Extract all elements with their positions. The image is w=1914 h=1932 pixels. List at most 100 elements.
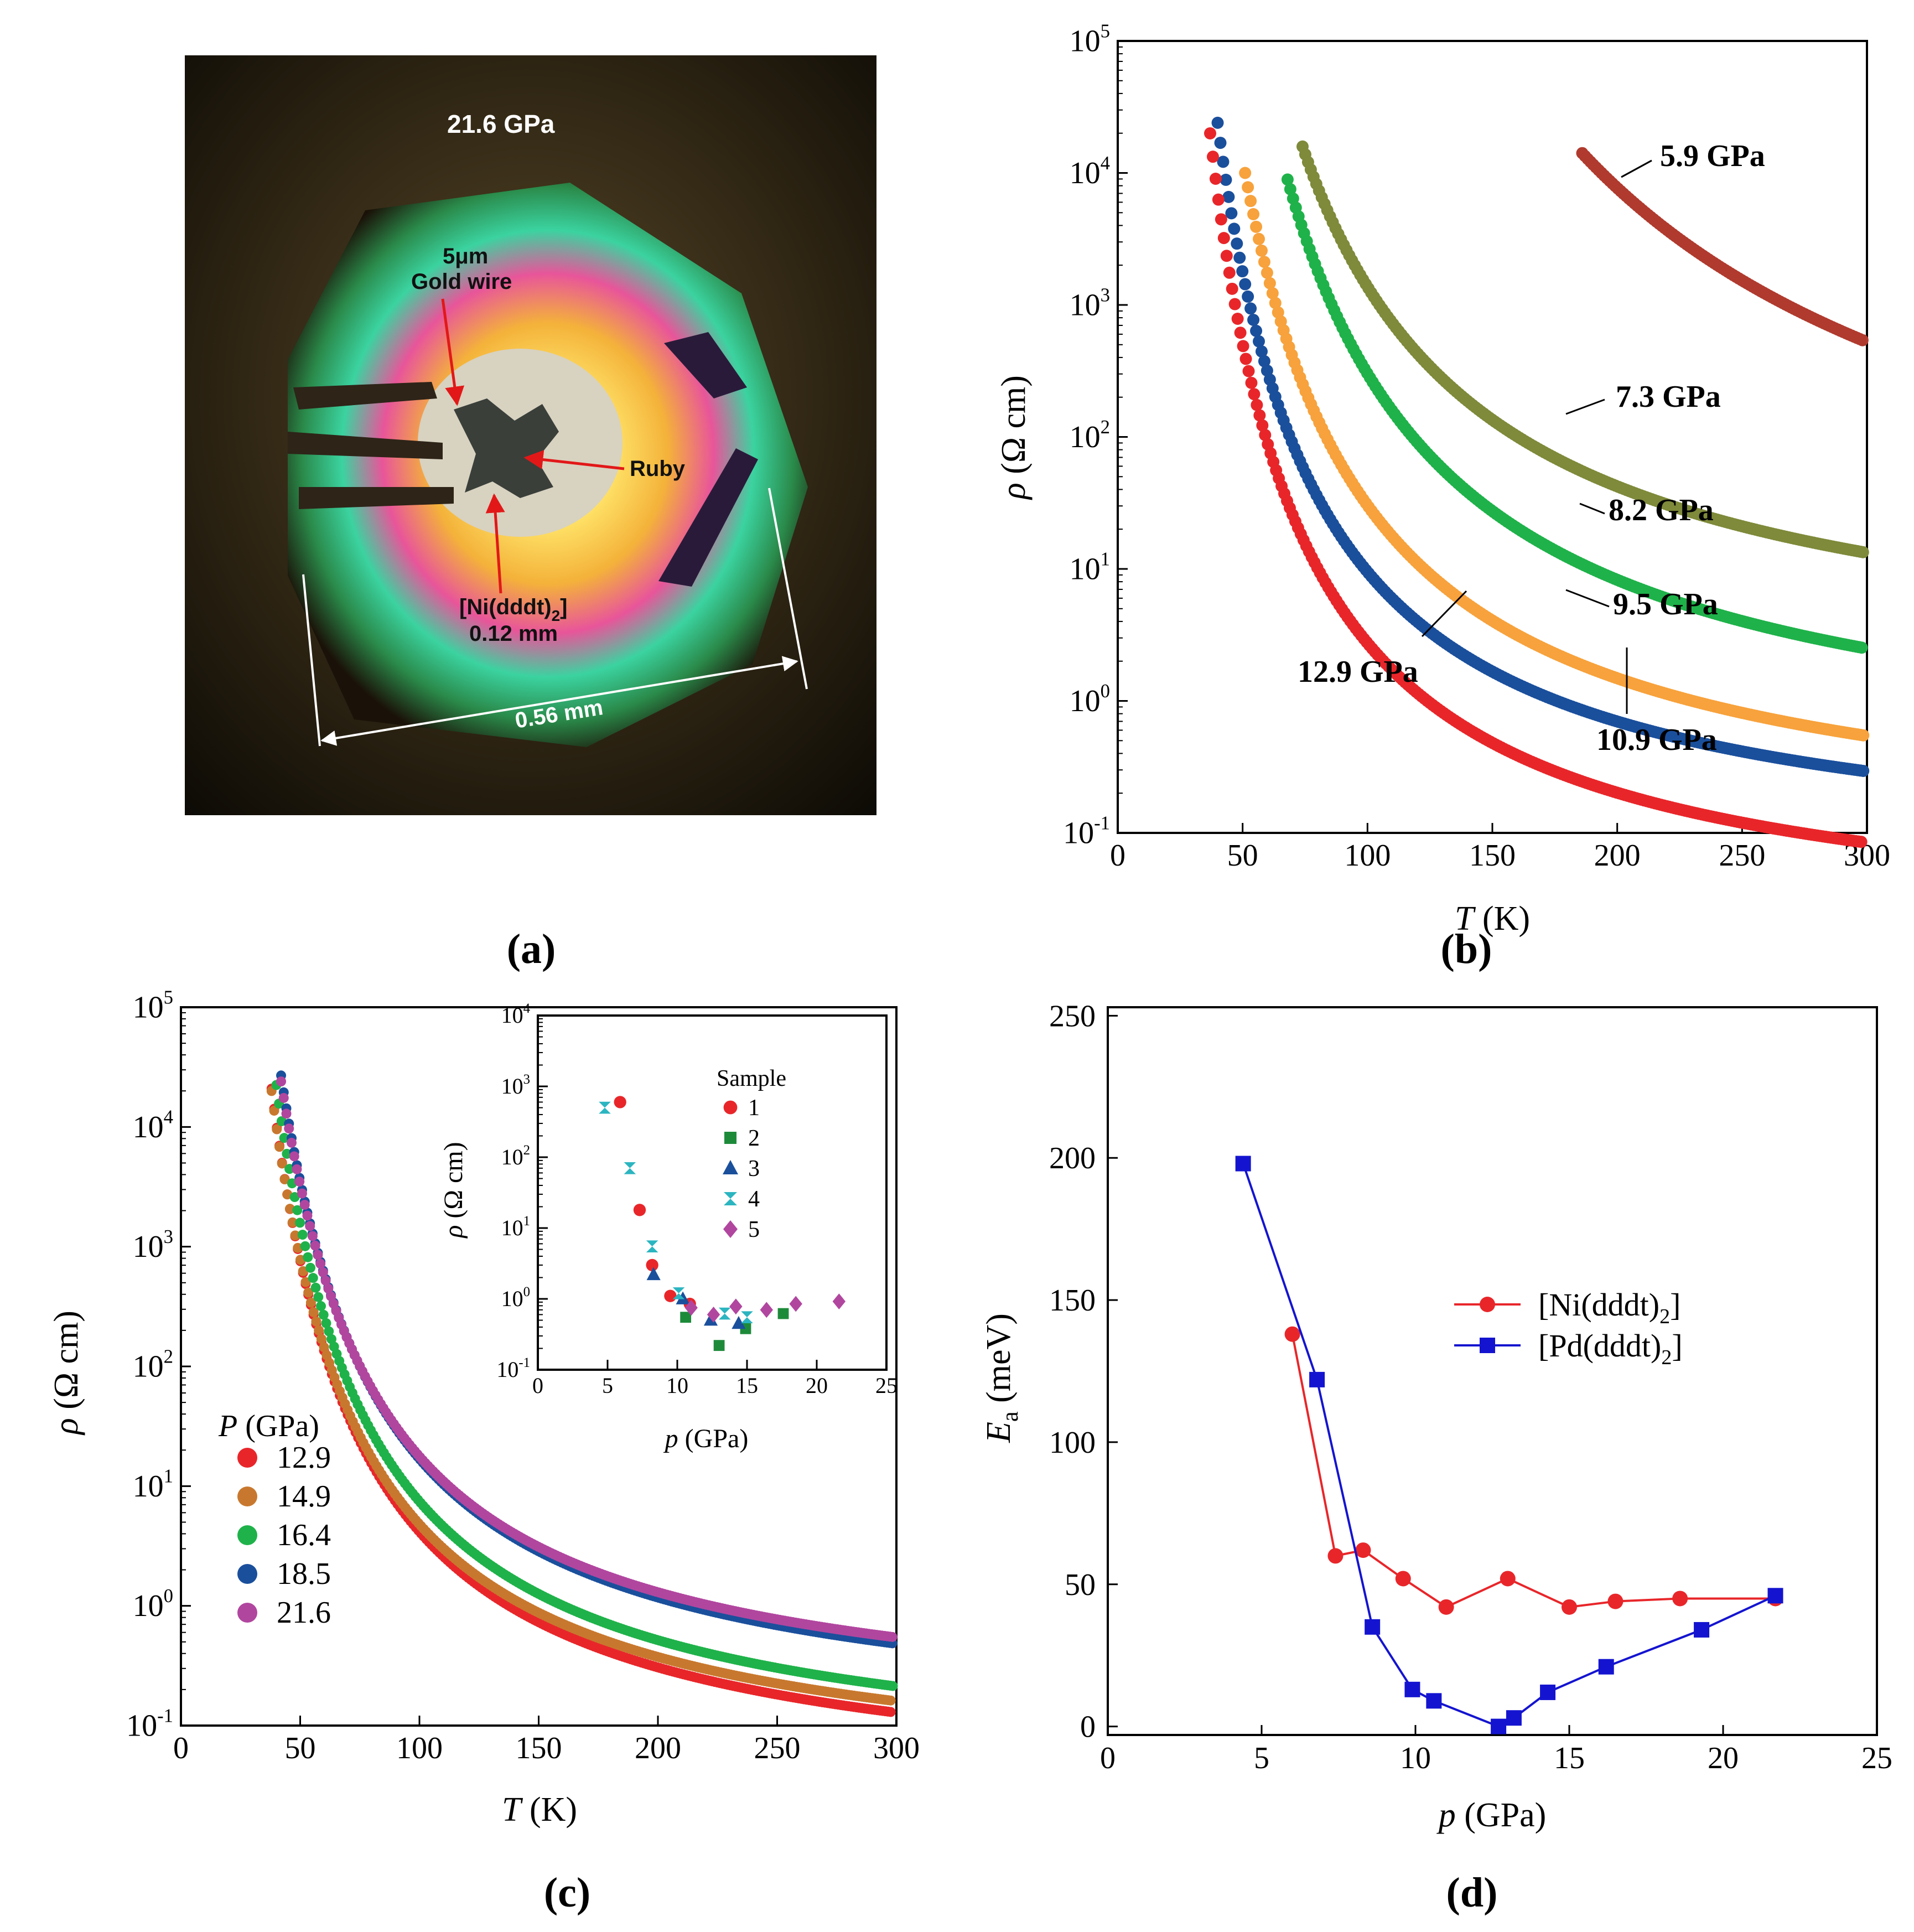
panel-c-inset-legend-marker bbox=[724, 1192, 737, 1205]
panel-b-point-12-9-GPa bbox=[1215, 213, 1227, 226]
panel-b-y-axis-label: ρ (Ω cm) bbox=[995, 375, 1033, 500]
panel-c-inset-point-sample-2 bbox=[680, 1312, 692, 1323]
panel-c-inset-point-sample-1 bbox=[646, 1258, 658, 1272]
panel-d-y-axis-label: Ea (meV) bbox=[980, 1313, 1023, 1443]
panel-c-inset-point-sample-4 bbox=[741, 1311, 753, 1324]
panel-d-point bbox=[1365, 1619, 1381, 1635]
panel-c-inset-legend-marker bbox=[723, 1220, 738, 1238]
gold-wire-lead bbox=[293, 382, 437, 410]
panel-c-point-21-6 bbox=[299, 1199, 310, 1210]
panel-c-point-14-9 bbox=[308, 1307, 319, 1318]
panel-b-x-tick-label: 100 bbox=[1344, 838, 1391, 873]
panel-b-point-10-9-GPa bbox=[1217, 156, 1230, 168]
panel-c-point-21-6 bbox=[307, 1231, 318, 1241]
panel-c-inset-legend-label: 4 bbox=[748, 1187, 760, 1212]
panel-d-point bbox=[1491, 1718, 1507, 1734]
panel-c-point-16-4 bbox=[318, 1309, 329, 1320]
panel-d-point bbox=[1404, 1681, 1420, 1697]
panel-d-point bbox=[1355, 1542, 1371, 1558]
scale-tick-left bbox=[302, 574, 321, 747]
panel-label-c: (c) bbox=[544, 1869, 590, 1916]
panel-c-y-tick-label: 101 bbox=[133, 1465, 173, 1504]
panel-c-point-21-6 bbox=[323, 1283, 334, 1294]
photo-pressure-label: 21.6 GPa bbox=[447, 110, 555, 138]
panel-b-point-10-9-GPa bbox=[1228, 222, 1241, 235]
panel-c-inset-point-sample-2 bbox=[713, 1340, 725, 1351]
panel-c-inset-point-sample-4 bbox=[624, 1162, 636, 1174]
panel-d-x-tick-label: 0 bbox=[1100, 1741, 1116, 1775]
scale-tick-right bbox=[768, 488, 808, 690]
panel-c-y-tick-label: 105 bbox=[133, 986, 173, 1024]
panel-c-inset-legend-label: 2 bbox=[748, 1126, 760, 1151]
panel-c-inset-point-sample-1 bbox=[633, 1204, 646, 1216]
sample-size-label: 0.12 mm bbox=[469, 621, 558, 646]
panel-c-point-14-9 bbox=[303, 1287, 314, 1298]
panel-c-inset-legend-label: 1 bbox=[748, 1095, 760, 1121]
panel-b-point-12-9-GPa bbox=[1253, 409, 1266, 422]
panel-b-point-9-5-GPa bbox=[1857, 729, 1870, 742]
gold-wire-lead bbox=[658, 448, 758, 587]
panel-c-inset-point-sample-1 bbox=[614, 1096, 626, 1109]
panel-d-point bbox=[1540, 1684, 1556, 1700]
panel-c-inset-y-tick-label: 104 bbox=[501, 1001, 531, 1028]
panel-c-inset-point-sample-4 bbox=[646, 1240, 658, 1253]
gold-wire-arrow bbox=[441, 298, 465, 406]
panel-c-inset-y-tick-label: 100 bbox=[501, 1284, 530, 1311]
panel-c-legend-label: 12.9 bbox=[277, 1441, 331, 1475]
panel-b-x-tick-label: 150 bbox=[1469, 838, 1516, 873]
panel-c-point-16-4 bbox=[888, 1681, 898, 1691]
panel-c-legend-marker bbox=[237, 1603, 257, 1623]
panel-c-x-tick-label: 250 bbox=[754, 1731, 801, 1765]
panel-c-point-16-4 bbox=[292, 1205, 303, 1215]
panel-d-chart: 0 5 10 15 20 25050100150200250[Ni(dddt)2][Pd(… bbox=[980, 999, 1892, 1916]
panel-b-y-tick-label: 103 bbox=[1070, 284, 1110, 322]
panel-b-point-12-9-GPa bbox=[1234, 327, 1247, 339]
panel-c-point-14-9 bbox=[290, 1230, 300, 1241]
panel-c-point-21-6 bbox=[297, 1188, 307, 1199]
panel-b-point-12-9-GPa bbox=[1223, 266, 1236, 279]
panel-b-point-9-5-GPa bbox=[1269, 297, 1282, 309]
gold-wire-label: Gold wire bbox=[411, 270, 512, 294]
panel-c-inset-legend-label: 3 bbox=[748, 1156, 760, 1182]
panel-label-d: (d) bbox=[1446, 1869, 1498, 1916]
panel-c-point-14-9 bbox=[298, 1266, 308, 1276]
panel-d-y-tick-label: 0 bbox=[1080, 1710, 1096, 1744]
panel-b-point-12-9-GPa bbox=[1204, 127, 1216, 139]
panel-c-point-21-6 bbox=[286, 1137, 297, 1148]
panel-d-point bbox=[1395, 1571, 1411, 1587]
panel-c-inset-point-sample-5 bbox=[832, 1293, 846, 1310]
gold-wire-lead bbox=[288, 432, 443, 459]
panel-b-y-tick-label: 104 bbox=[1070, 152, 1110, 190]
panel-b-point-12-9-GPa bbox=[1226, 282, 1238, 295]
panel-d-x-tick-label: 10 bbox=[1400, 1741, 1431, 1775]
panel-c-inset-legend-title: Sample bbox=[717, 1066, 786, 1091]
panel-c-point-16-4 bbox=[310, 1282, 321, 1293]
panel-c-x-tick-label: 50 bbox=[285, 1731, 316, 1765]
panel-c-point-16-4 bbox=[297, 1230, 308, 1240]
panel-b-point-7-3-GPa bbox=[1856, 546, 1869, 558]
panel-b-point-12-9-GPa bbox=[1248, 388, 1261, 401]
panel-b-x-tick-label: 200 bbox=[1594, 838, 1641, 873]
panel-c-inset-point-sample-5 bbox=[684, 1299, 698, 1316]
panel-d-point bbox=[1284, 1326, 1300, 1342]
panel-b-annotation-leader bbox=[1579, 503, 1605, 515]
panel-b-point-12-9-GPa bbox=[1217, 232, 1230, 245]
panel-c-point-21-6 bbox=[289, 1151, 299, 1162]
panel-d-point bbox=[1426, 1693, 1442, 1709]
panel-c-inset-legend-marker bbox=[723, 1160, 738, 1174]
panel-b-point-10-9-GPa bbox=[1253, 335, 1265, 348]
panel-b-point-12-9-GPa bbox=[1245, 376, 1258, 389]
panel-d-x-tick-label: 15 bbox=[1554, 1741, 1585, 1775]
panel-b-point-12-9-GPa bbox=[1256, 419, 1269, 432]
panel-d-x-tick-label: 25 bbox=[1861, 1741, 1892, 1775]
panel-c-y-tick-label: 103 bbox=[133, 1226, 173, 1264]
panel-b-annotation-label: 12.9 GPa bbox=[1298, 655, 1418, 689]
ruby-arrow bbox=[523, 450, 625, 470]
panel-c-point-14-9 bbox=[279, 1174, 290, 1185]
panel-b-y-tick-label: 100 bbox=[1070, 680, 1110, 718]
panel-d-y-tick-label: 150 bbox=[1049, 1283, 1096, 1318]
panel-c-legend-label: 18.5 bbox=[277, 1557, 331, 1591]
panel-c-point-16-4 bbox=[279, 1133, 289, 1143]
panel-c-point-12-9 bbox=[885, 1707, 896, 1717]
